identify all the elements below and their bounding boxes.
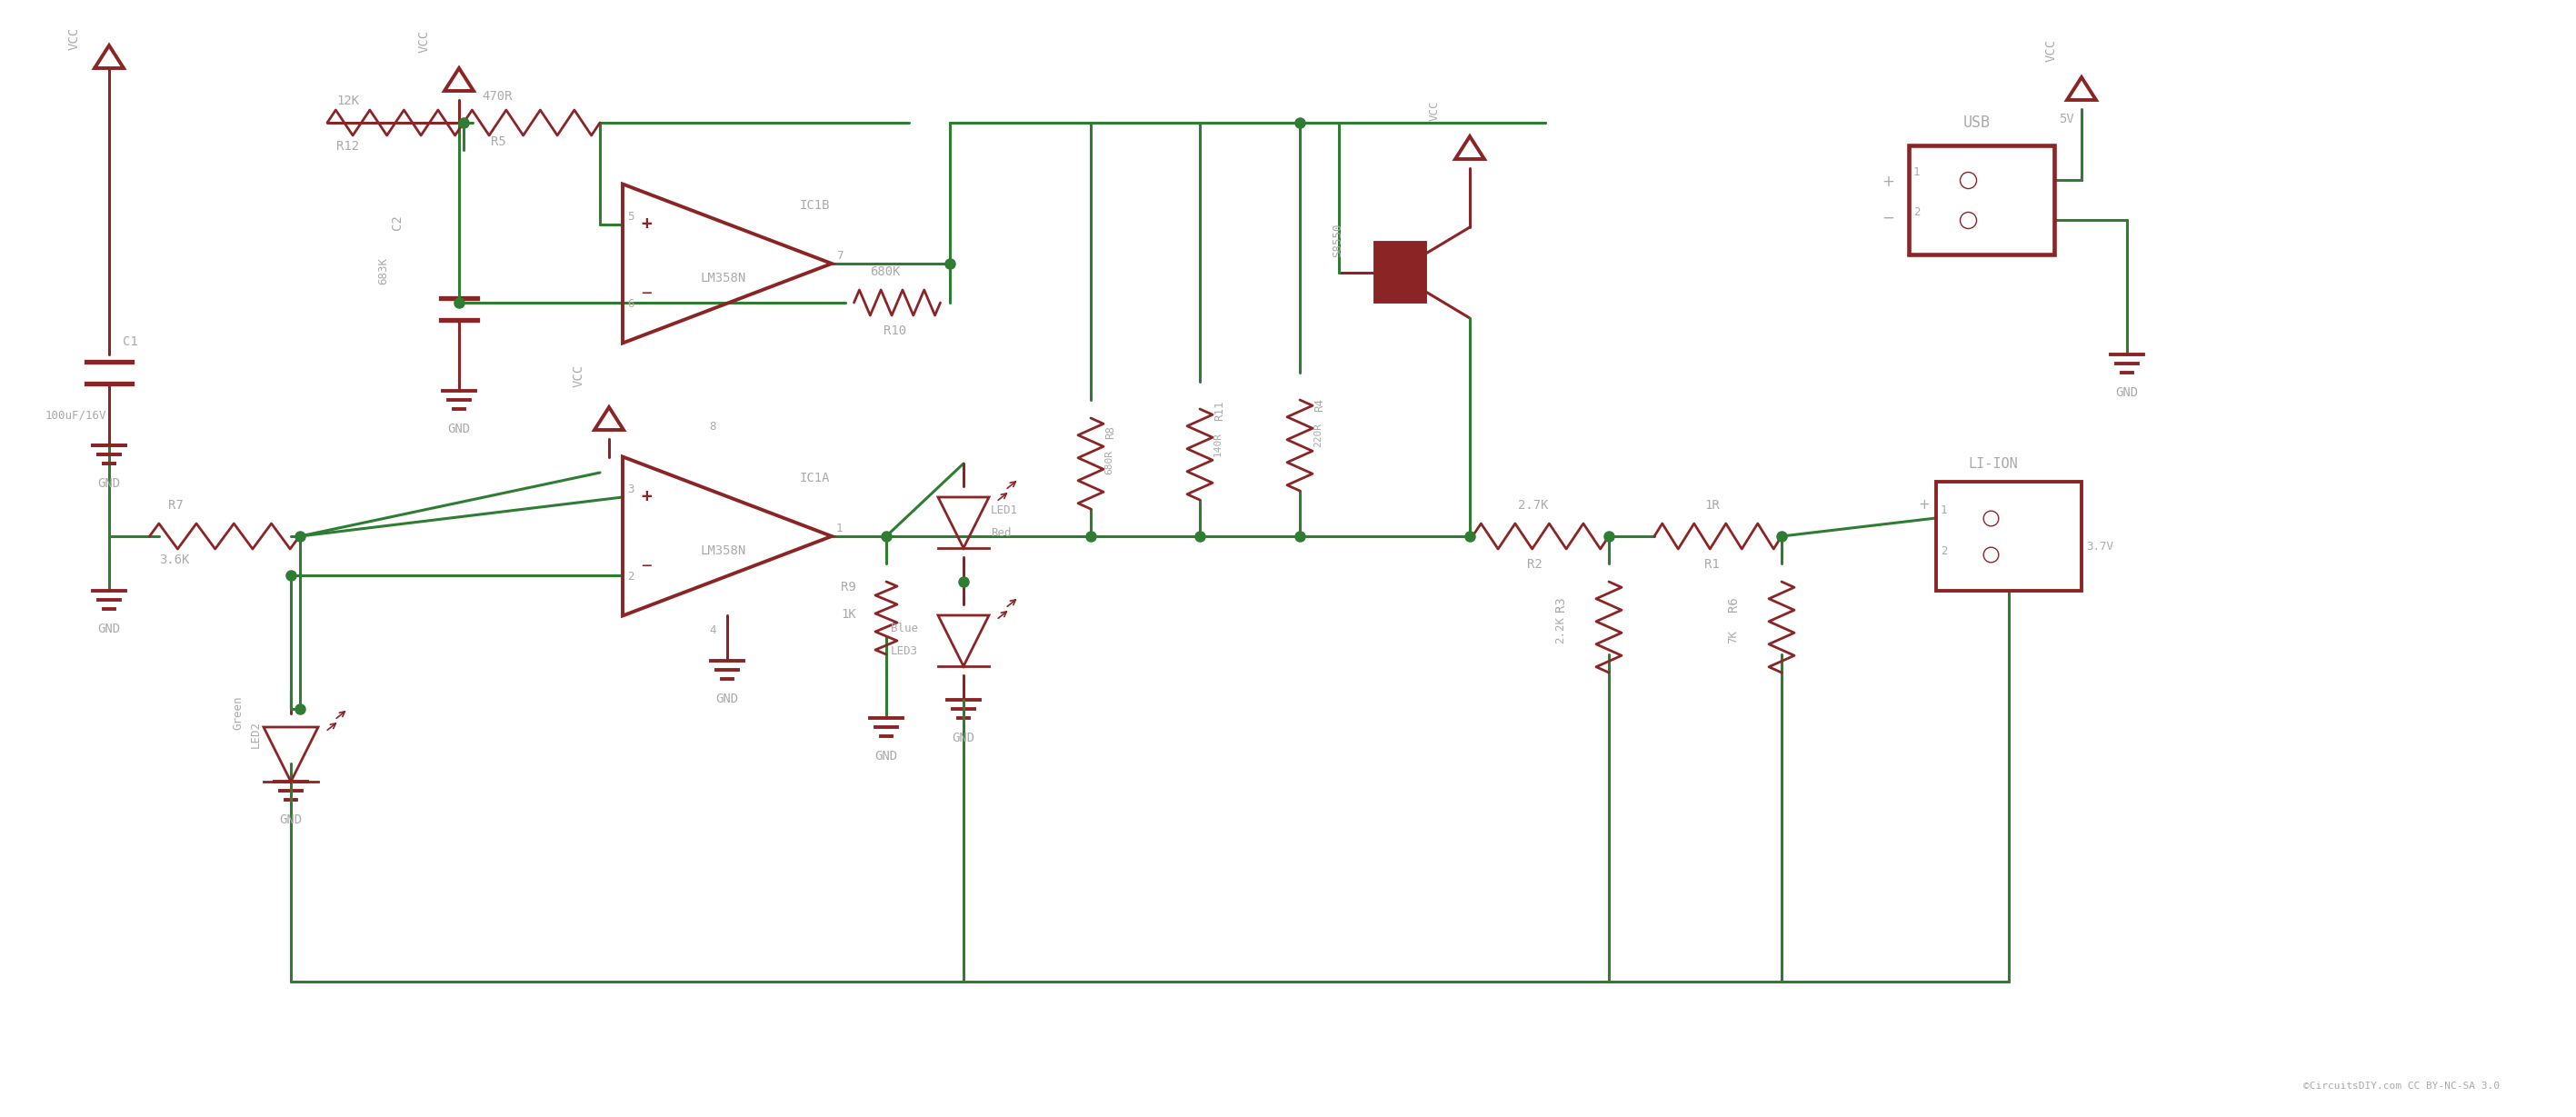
Text: R12: R12 bbox=[337, 140, 358, 153]
Text: R10: R10 bbox=[884, 324, 907, 337]
Text: VCC: VCC bbox=[1430, 101, 1440, 121]
Text: +: + bbox=[641, 488, 652, 505]
Text: 6: 6 bbox=[626, 298, 634, 309]
Text: 680K: 680K bbox=[871, 266, 902, 278]
Text: LED2: LED2 bbox=[250, 720, 263, 748]
Text: GND: GND bbox=[876, 750, 896, 763]
Text: 2: 2 bbox=[1914, 207, 1919, 218]
Text: 2: 2 bbox=[626, 571, 634, 583]
Text: 100uF/16V: 100uF/16V bbox=[46, 409, 106, 421]
Text: 7K: 7K bbox=[1726, 630, 1739, 643]
Text: 1: 1 bbox=[1914, 166, 1919, 178]
Text: IC1A: IC1A bbox=[801, 471, 829, 485]
Text: 1: 1 bbox=[1940, 505, 1947, 516]
Text: R3: R3 bbox=[1553, 596, 1566, 612]
Bar bbox=[1909, 145, 2053, 255]
Text: R2: R2 bbox=[1528, 558, 1543, 571]
Text: 2.7K: 2.7K bbox=[1517, 499, 1548, 512]
Text: 12K: 12K bbox=[337, 95, 358, 107]
Bar bbox=[1376, 242, 1425, 302]
Text: +: + bbox=[641, 216, 652, 232]
Text: R6: R6 bbox=[1726, 596, 1739, 612]
Text: 5V: 5V bbox=[2058, 113, 2074, 125]
Text: 470R: 470R bbox=[482, 90, 513, 103]
Text: GND: GND bbox=[448, 422, 471, 436]
Text: 220R: 220R bbox=[1314, 422, 1321, 447]
Text: VCC: VCC bbox=[2045, 39, 2058, 61]
Text: VCC: VCC bbox=[417, 30, 430, 52]
Text: 680R: 680R bbox=[1105, 450, 1113, 475]
Text: −: − bbox=[641, 285, 652, 302]
Text: GND: GND bbox=[2115, 386, 2138, 399]
Text: −: − bbox=[641, 557, 652, 574]
Text: R7: R7 bbox=[167, 499, 183, 512]
Text: +: + bbox=[1880, 173, 1893, 190]
Text: LM358N: LM358N bbox=[701, 271, 744, 285]
Text: Green: Green bbox=[232, 696, 245, 729]
Text: GND: GND bbox=[953, 732, 974, 744]
Text: IC1B: IC1B bbox=[801, 199, 829, 212]
Bar bbox=[1937, 481, 2081, 591]
Text: R8: R8 bbox=[1105, 426, 1115, 439]
Text: GND: GND bbox=[716, 693, 739, 705]
Text: Red: Red bbox=[992, 527, 1012, 540]
Text: VCC: VCC bbox=[67, 27, 80, 50]
Text: 1K: 1K bbox=[840, 608, 855, 621]
Text: LED3: LED3 bbox=[891, 646, 917, 657]
Text: 1R: 1R bbox=[1705, 499, 1721, 512]
Text: LI-ION: LI-ION bbox=[1968, 457, 2017, 470]
Text: R5: R5 bbox=[492, 135, 505, 149]
Text: 683K: 683K bbox=[376, 257, 389, 285]
Text: 3: 3 bbox=[626, 484, 634, 495]
Text: LM358N: LM358N bbox=[701, 544, 744, 557]
Text: LED1: LED1 bbox=[992, 505, 1018, 516]
Text: 4: 4 bbox=[708, 624, 716, 637]
Text: 3.7V: 3.7V bbox=[2087, 541, 2112, 553]
Text: +: + bbox=[1919, 498, 1929, 512]
Text: R11: R11 bbox=[1213, 400, 1226, 421]
Text: GND: GND bbox=[98, 477, 121, 490]
Text: 2.2K: 2.2K bbox=[1553, 617, 1566, 643]
Text: R9: R9 bbox=[840, 581, 855, 593]
Text: GND: GND bbox=[278, 813, 301, 827]
Text: USB: USB bbox=[1963, 115, 1991, 131]
Text: 3.6K: 3.6K bbox=[160, 554, 191, 566]
Text: R1: R1 bbox=[1705, 558, 1721, 571]
Text: S8550: S8550 bbox=[1332, 223, 1345, 257]
Text: 8: 8 bbox=[708, 421, 716, 432]
Text: R4: R4 bbox=[1314, 398, 1324, 412]
Text: C2: C2 bbox=[392, 214, 404, 230]
Text: GND: GND bbox=[98, 622, 121, 636]
Text: Blue: Blue bbox=[891, 622, 917, 634]
Text: VCC: VCC bbox=[572, 364, 585, 388]
Text: 5: 5 bbox=[626, 211, 634, 222]
Text: −: − bbox=[1880, 210, 1893, 227]
Text: 2: 2 bbox=[1940, 545, 1947, 557]
Text: 7: 7 bbox=[837, 250, 842, 261]
Text: 140R: 140R bbox=[1213, 431, 1224, 456]
Text: 1: 1 bbox=[837, 523, 842, 534]
Text: C1: C1 bbox=[124, 335, 139, 349]
Text: ©CircuitsDIY.com CC BY-NC-SA 3.0: ©CircuitsDIY.com CC BY-NC-SA 3.0 bbox=[2303, 1081, 2499, 1090]
